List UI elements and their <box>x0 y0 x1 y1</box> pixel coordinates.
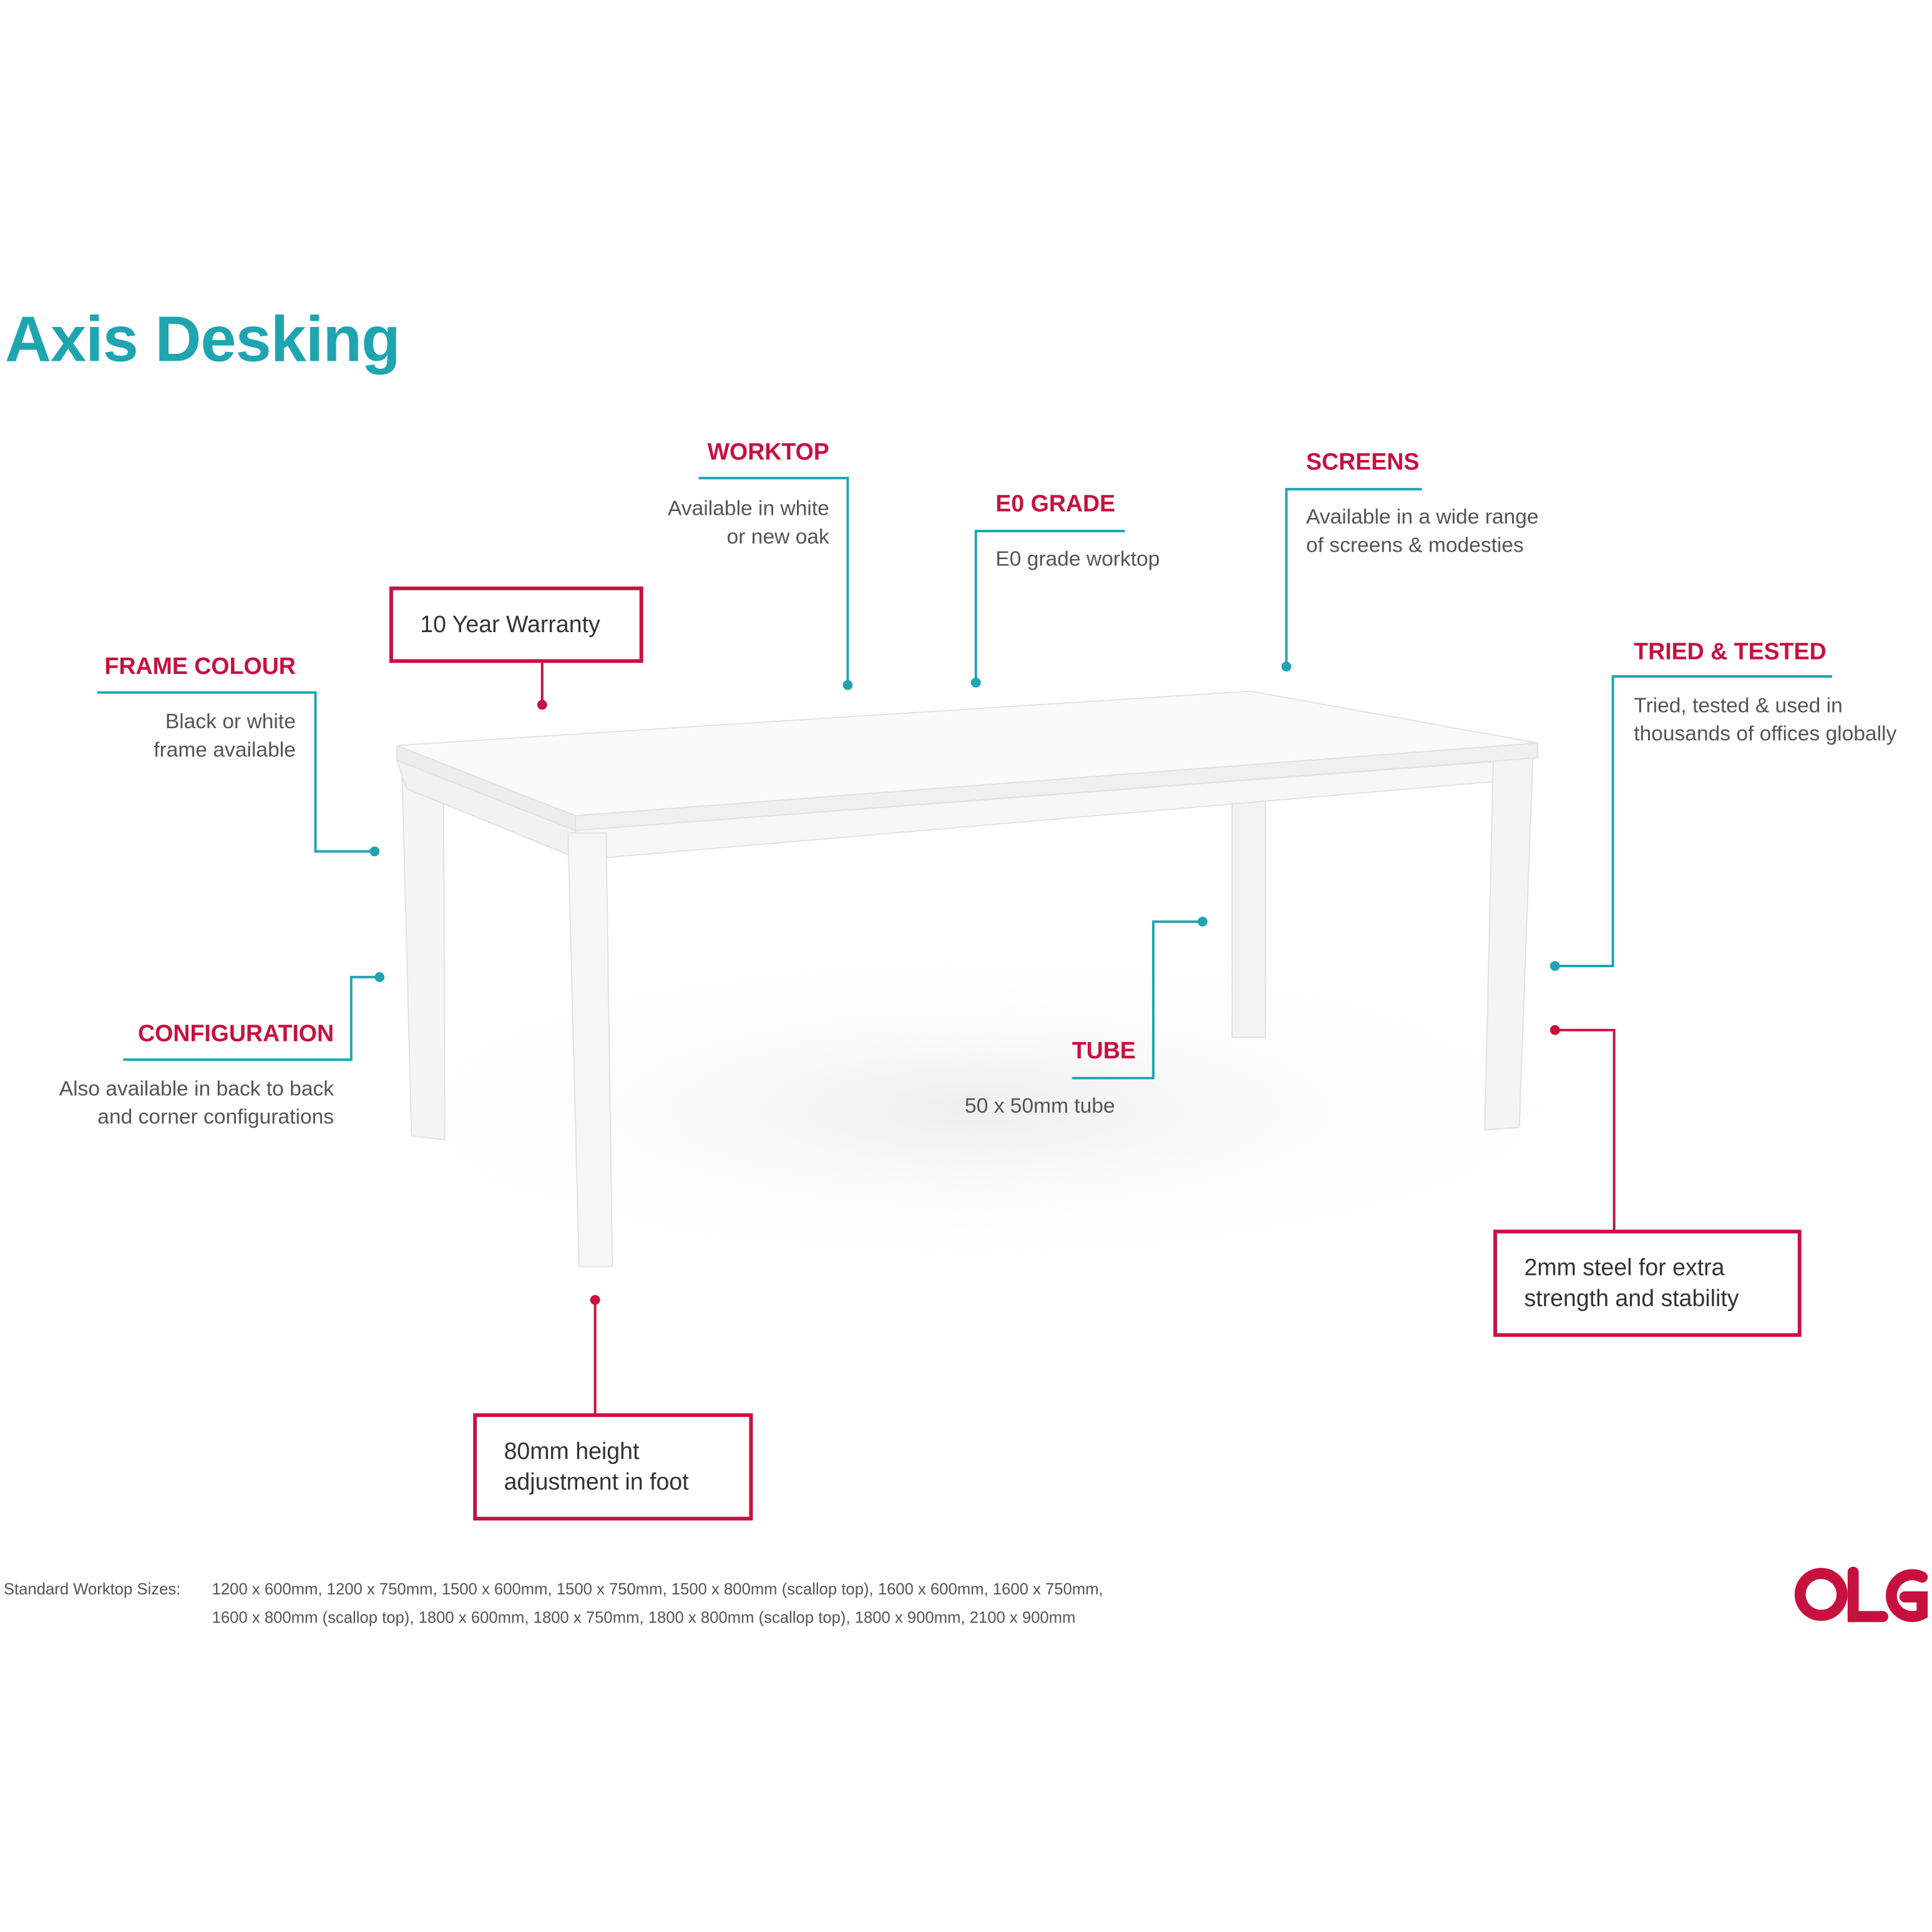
dot-warranty <box>537 700 547 710</box>
e0-label: E0 GRADE <box>995 491 1116 518</box>
tube-label: TUBE <box>1071 1038 1136 1065</box>
desk-leg-front-left <box>567 832 613 1267</box>
callout-lines <box>97 477 1833 1080</box>
callout-dots <box>369 661 1560 982</box>
footer-sizes: 1200 x 600mm, 1200 x 750mm, 1500 x 600mm… <box>212 1579 1103 1627</box>
box-lines <box>540 661 1616 1413</box>
tried-text: Tried, tested & used in thousands of offi… <box>1634 693 1897 746</box>
tried-label: TRIED & TESTED <box>1634 639 1827 666</box>
dot-frame <box>369 846 380 857</box>
desk-top <box>396 690 1538 817</box>
dot-screens <box>1281 661 1292 672</box>
screens-text: Available in a wide range of screens & mo… <box>1305 505 1539 557</box>
dot-tried <box>1549 961 1560 971</box>
dot-e0 <box>970 677 981 688</box>
foot-box: 80mm height adjustment in foot <box>473 1413 753 1521</box>
worktop-label: WORKTOP <box>707 439 829 466</box>
footer-label: Standard Worktop Sizes: <box>3 1579 181 1598</box>
desk <box>396 690 1539 1267</box>
dot-steel <box>1549 1025 1560 1035</box>
steel-box: 2mm steel for extra strength and stabilit… <box>1493 1229 1802 1337</box>
frame-label: FRAME COLOUR <box>104 654 296 680</box>
desk-shadow <box>333 936 1614 1282</box>
warranty-box: 10 Year Warranty <box>389 586 643 663</box>
config-text: Also available in back to back and corner… <box>59 1076 334 1129</box>
e0-text: E0 grade worktop <box>995 547 1160 571</box>
page-title: Axis Desking <box>4 304 401 376</box>
dot-tube <box>1198 917 1208 927</box>
dot-config <box>374 972 385 982</box>
olg-logo <box>1794 1566 1928 1622</box>
screens-label: SCREENS <box>1305 449 1420 476</box>
frame-text: Black or white frame available <box>154 710 296 762</box>
dot-foot <box>590 1295 600 1305</box>
config-label: CONFIGURATION <box>138 1021 334 1048</box>
dot-worktop <box>842 680 853 690</box>
worktop-text: Available in white or new oak <box>668 496 829 549</box>
desk-leg-back-right <box>1231 800 1266 1038</box>
tube-text: 50 x 50mm tube <box>965 1094 1115 1118</box>
